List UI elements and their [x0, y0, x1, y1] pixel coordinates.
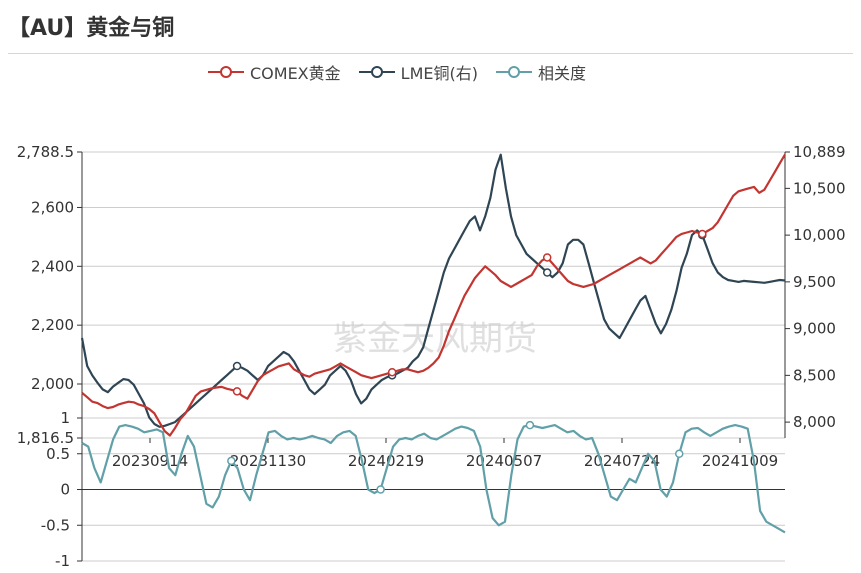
right-axis-tick-label: 9,000: [793, 320, 836, 338]
left-axis-tick-label: 2,400: [31, 257, 74, 275]
left-axis-tick-label: 2,600: [31, 198, 74, 216]
left-axis-tick-label: 2,200: [31, 316, 74, 334]
legend-copper-marker-icon: [358, 66, 395, 78]
left-axis-tick-label: 2,000: [31, 375, 74, 393]
title-divider: [8, 53, 853, 54]
right-axis-tick-label: 9,500: [793, 273, 836, 291]
correlation-series-point: [376, 485, 385, 494]
right-axis-tick-label: 8,000: [793, 413, 836, 431]
copper-series-point: [232, 361, 242, 371]
left-axis-tick-label: 1,816.5: [17, 429, 74, 447]
right-axis-tick-label: 10,500: [793, 179, 846, 197]
gold-series-point: [232, 387, 242, 396]
correlation-series-line: [81, 424, 786, 534]
bottom-axis-tick-label: 0.5: [46, 445, 70, 463]
right-axis-tick-label: 10,889: [793, 143, 846, 161]
legend-item-copper[interactable]: LME铜(右): [358, 60, 478, 84]
bottom-axis-tick-label: -1: [55, 552, 70, 570]
watermark-text: 紫金天风期货: [333, 319, 537, 359]
x-axis-tick-label: 20241009: [702, 452, 778, 470]
gold-series-point: [698, 229, 707, 239]
correlation-series-point: [674, 449, 684, 458]
legend-item-correlation[interactable]: 相关度: [495, 60, 586, 84]
gold-series-line: [81, 153, 786, 437]
legend-gold-marker-icon: [208, 66, 244, 78]
gold-series-point: [387, 367, 397, 377]
legend: COMEX黄金 LME铜(右) 相关度: [208, 60, 586, 84]
legend-label-correlation: 相关度: [537, 64, 586, 83]
left-axis-tick-label: 2,788.5: [17, 143, 74, 161]
right-axis-tick-label: 8,500: [793, 366, 836, 384]
gold-series-point: [542, 253, 552, 262]
legend-item-gold[interactable]: COMEX黄金: [208, 60, 341, 84]
x-axis-tick-label: 20240507: [466, 452, 542, 470]
x-axis-tick-label: 20231130: [230, 452, 306, 470]
copper-series-point: [542, 268, 552, 277]
legend-label-gold: COMEX黄金: [250, 64, 341, 83]
bottom-axis-tick-label: -0.5: [41, 516, 70, 534]
correlation-series-point: [525, 420, 535, 430]
right-axis-tick-label: 10,000: [793, 226, 846, 244]
copper-series-line: [80, 153, 786, 428]
grid-lines: [82, 151, 785, 562]
bottom-axis-tick-label: 1: [60, 409, 70, 427]
legend-correlation-marker-icon: [495, 66, 532, 78]
x-axis-tick-label: 20240219: [348, 452, 424, 470]
chart-title: 【AU】黄金与铜: [8, 16, 175, 41]
series-layer: [80, 153, 786, 534]
legend-label-copper: LME铜(右): [400, 64, 478, 83]
correlation-series-point: [227, 456, 236, 466]
bottom-axis-tick-label: 0: [60, 481, 70, 499]
